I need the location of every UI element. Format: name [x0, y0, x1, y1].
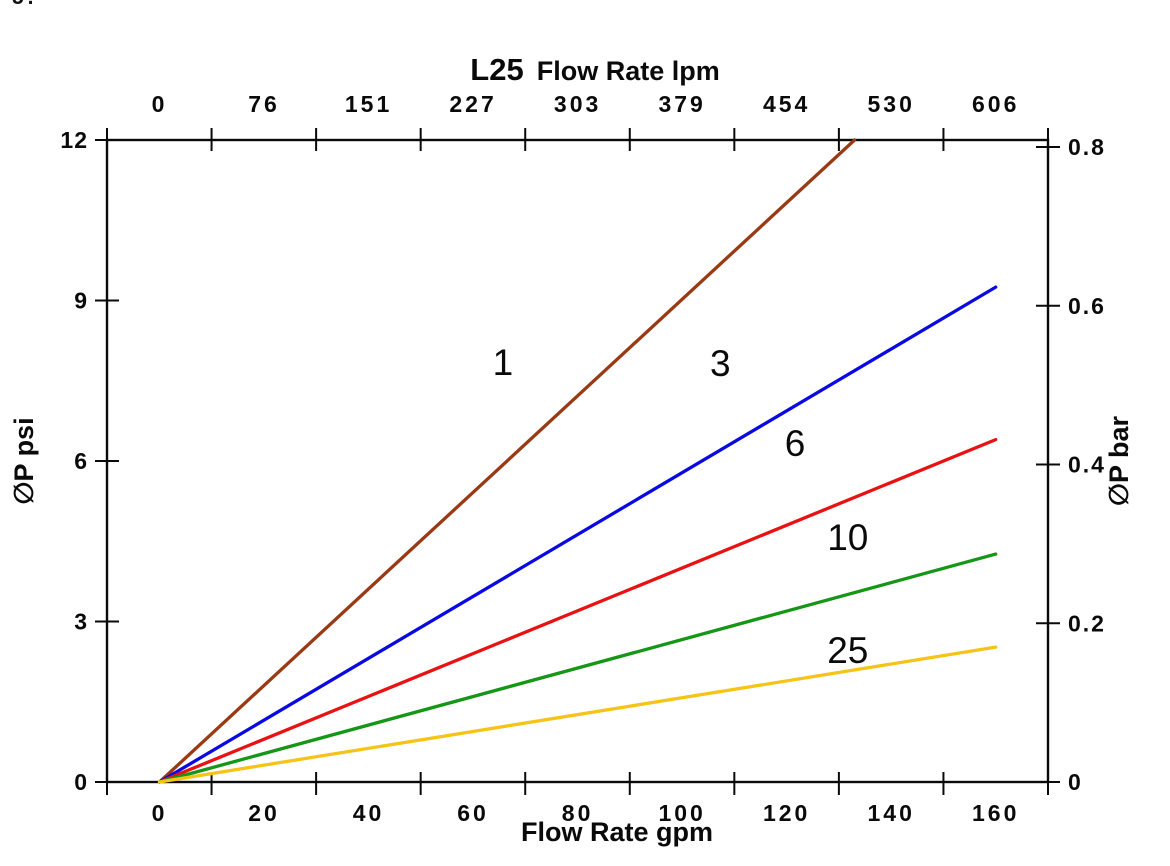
- left-y-axis-label: ∅P psi: [9, 417, 39, 504]
- cropped-corner-text: 5.: [12, 0, 82, 9]
- series-line-10-micron: [157, 552, 998, 784]
- top-tick-label: 530: [867, 91, 914, 117]
- x-axis-label: Flow Rate gpm: [521, 817, 713, 847]
- chart-title: L25 Flow Rate lpm: [470, 52, 719, 87]
- right-tick-label: 0.6: [1068, 293, 1106, 319]
- bottom-tick-label: 160: [972, 800, 1019, 826]
- top-tick-label: 0: [152, 91, 168, 117]
- right-y-axis-label: ∅P bar: [1104, 415, 1134, 506]
- series-label-10-micron: 10: [827, 517, 868, 558]
- right-tick-label: 0.4: [1068, 452, 1106, 478]
- top-tick-label: 76: [248, 91, 280, 117]
- series-line-3-micron: [157, 285, 998, 784]
- top-tick-label: 151: [345, 91, 392, 117]
- title-model: L25: [470, 52, 523, 87]
- bottom-tick-label: 100: [658, 800, 705, 826]
- plot-border: [105, 138, 1050, 784]
- series-line-1-micron: [157, 138, 857, 784]
- bottom-tick-label: 0: [152, 800, 168, 826]
- left-tick-label: 0: [74, 769, 88, 795]
- series-label-6-micron: 6: [785, 423, 806, 464]
- bottom-tick-label: 80: [562, 800, 594, 826]
- series-line-6-micron: [157, 437, 998, 784]
- right-tick-label: 0.2: [1068, 610, 1106, 636]
- left-tick-label: 9: [74, 288, 88, 314]
- bottom-tick-label: 120: [763, 800, 810, 826]
- series-label-3-micron: 3: [710, 343, 731, 384]
- title-text: Flow Rate lpm: [537, 56, 720, 86]
- bottom-tick-label: 20: [248, 800, 280, 826]
- right-tick-label: 0: [1068, 769, 1083, 795]
- right-tick-label: 0.8: [1068, 134, 1106, 160]
- top-tick-label: 379: [658, 91, 705, 117]
- bottom-tick-label: 140: [867, 800, 914, 826]
- top-tick-label: 454: [763, 91, 810, 117]
- corner-text-fragment: 5.: [12, 0, 38, 9]
- top-tick-label: 303: [554, 91, 601, 117]
- left-tick-label: 3: [74, 609, 88, 635]
- left-tick-label: 6: [74, 448, 88, 474]
- left-tick-label: 12: [60, 127, 88, 153]
- series-line-25-micron: [157, 645, 998, 784]
- bottom-tick-label: 60: [457, 800, 489, 826]
- top-tick-label: 227: [449, 91, 496, 117]
- series-label-25-micron: 25: [827, 630, 868, 671]
- top-tick-label: 606: [972, 91, 1019, 117]
- series-label-1-micron: 1: [493, 342, 514, 383]
- bottom-tick-label: 40: [353, 800, 385, 826]
